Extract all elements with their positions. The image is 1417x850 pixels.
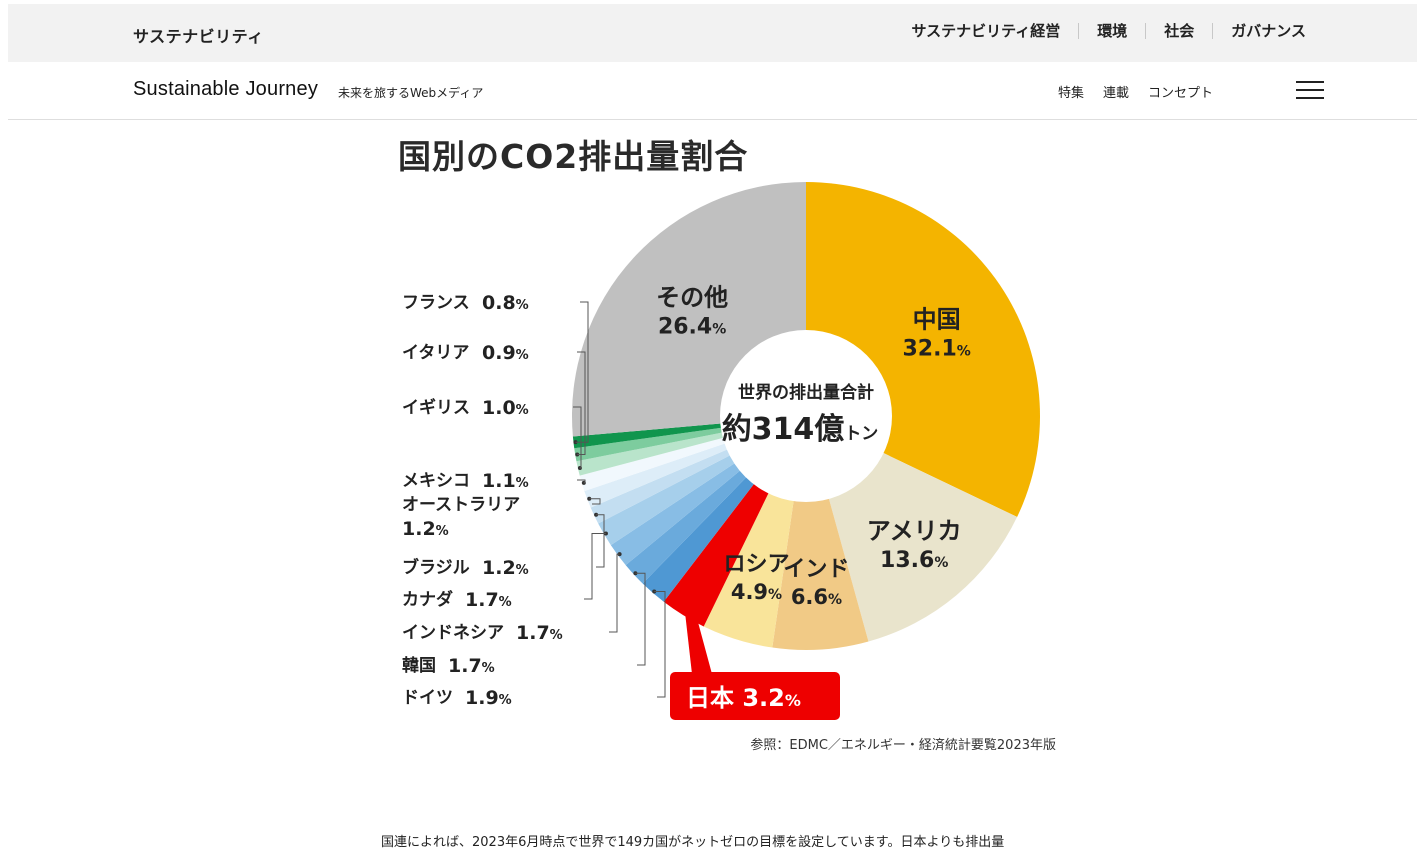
leader-dot-14 [573, 440, 578, 445]
slice-label-8: カナダ [402, 589, 453, 610]
slice-value-5: 1.9% [465, 687, 512, 709]
global-nav: サステナビリティ経営 環境 社会 ガバナンス [893, 23, 1324, 39]
nav-features[interactable]: 特集 [1058, 86, 1085, 101]
slice-label-14: フランス [402, 293, 470, 313]
leader-line-14 [575, 301, 589, 443]
leader-dot-8 [603, 531, 608, 536]
slice-label-15: その他 [656, 284, 728, 312]
media-logo[interactable]: Sustainable Journey [133, 78, 319, 100]
slice-value-6: 1.7% [448, 655, 495, 677]
chart-source: 参照：EDMC／エネルギー・経済統計要覧2023年版 [750, 738, 1056, 753]
media-nav: 特集 連載 コンセプト [1058, 82, 1213, 101]
slice-label-13: イタリア [402, 343, 469, 363]
slice-value-9: 1.2% [482, 557, 529, 579]
nav-concept[interactable]: コンセプト [1148, 86, 1214, 101]
leader-line-9 [596, 514, 605, 568]
center-total-label: 世界の排出量合計 [738, 382, 874, 403]
leader-line-10 [589, 498, 601, 505]
leader-line-7 [609, 553, 620, 633]
leader-line-8 [584, 533, 606, 600]
japan-callout-box [670, 672, 840, 720]
co2-chart-figure: 国別のCO2排出量割合 世界の排出量合計 約314億トン 中国 32.1% アメリカ 13… [380, 124, 1080, 764]
chart-title: 国別のCO2排出量割合 [398, 137, 749, 176]
leader-dot-7 [617, 552, 622, 557]
slice-value-7: 1.7% [516, 622, 563, 644]
slice-label-7: インドネシア [402, 623, 504, 643]
leader-line-11 [577, 479, 586, 484]
slice-value-10: 1.2% [402, 518, 449, 540]
slice-label-5: ドイツ [402, 688, 453, 708]
donut-hole [720, 330, 892, 502]
global-header: サステナビリティ サステナビリティ経営 環境 社会 ガバナンス [8, 4, 1417, 62]
pie-chart: 世界の排出量合計約314億トン中国32.1%アメリカ13.6%インド6.6%ロシ… [402, 182, 1041, 720]
media-header: Sustainable Journey 未来を旅するWebメディア 特集 連載 … [8, 62, 1417, 120]
slice-label-3: ロシア [723, 552, 789, 577]
hamburger-icon[interactable] [1296, 81, 1324, 99]
japan-callout-pointer [684, 606, 712, 674]
japan-callout-text: 日本 3.2% [686, 684, 801, 712]
slice-value-11: 1.1% [482, 470, 529, 492]
slice-label-10: オーストラリア [402, 495, 520, 515]
nav-series[interactable]: 連載 [1103, 86, 1130, 101]
slice-label-11: メキシコ [402, 471, 470, 491]
slice-value-8: 1.7% [465, 589, 512, 611]
pie-slice-2 [772, 416, 869, 650]
slice-label-9: ブラジル [402, 557, 470, 578]
slice-value-12: 1.0% [482, 397, 529, 419]
leader-line-12 [573, 406, 582, 469]
slice-value-14: 0.8% [482, 292, 529, 314]
leader-dot-6 [633, 571, 638, 576]
slice-label-2: インド [783, 557, 849, 582]
slice-label-12: イギリス [402, 398, 470, 418]
nav-environment[interactable]: 環境 [1078, 23, 1145, 39]
leader-line-6 [635, 572, 646, 666]
nav-sustainability-management[interactable]: サステナビリティ経営 [911, 22, 1061, 40]
slice-label-0: 中国 [913, 306, 961, 334]
nav-governance[interactable]: ガバナンス [1212, 23, 1324, 39]
slice-value-13: 0.9% [482, 342, 529, 364]
media-tagline: 未来を旅するWebメディア [338, 86, 484, 100]
nav-society[interactable]: 社会 [1145, 23, 1212, 39]
leader-line-5 [654, 591, 666, 698]
slice-label-6: 韓国 [402, 655, 436, 676]
left-gutter [0, 0, 8, 841]
slice-value-2: 6.6% [791, 585, 842, 609]
site-brand[interactable]: サステナビリティ [133, 27, 264, 46]
slice-label-1: アメリカ [867, 517, 962, 545]
leader-dot-9 [594, 512, 599, 517]
